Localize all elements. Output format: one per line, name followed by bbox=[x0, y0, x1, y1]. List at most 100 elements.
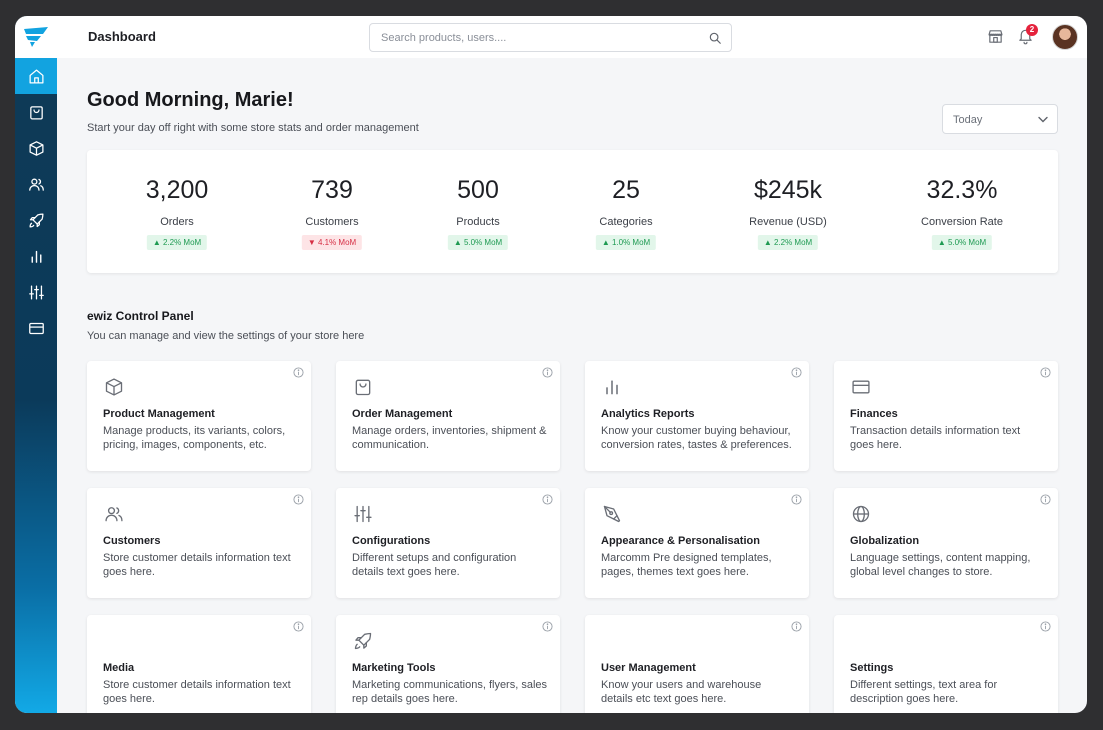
date-range-select[interactable]: Today bbox=[942, 104, 1058, 134]
avatar[interactable] bbox=[1052, 24, 1078, 50]
stat-orders: 3,200 Orders ▲ 2.2% MoM bbox=[96, 150, 258, 273]
card-title: Finances bbox=[850, 408, 898, 420]
trend-down-icon: ▼ bbox=[307, 238, 318, 247]
card-title: Customers bbox=[103, 535, 161, 547]
card-finances[interactable]: Finances Transaction details information… bbox=[834, 361, 1058, 471]
card-description: Language settings, content mapping, glob… bbox=[850, 552, 1031, 578]
stat-label: Orders bbox=[160, 216, 194, 228]
stat-products: 500 Products ▲ 5.0% MoM bbox=[397, 150, 559, 273]
pen-tool-icon bbox=[603, 505, 621, 523]
card-description: Manage products, its variants, colors, p… bbox=[103, 425, 286, 451]
info-icon[interactable] bbox=[791, 494, 802, 505]
stat-value: 739 bbox=[311, 176, 353, 204]
store-icon[interactable] bbox=[987, 28, 1004, 45]
globe-icon bbox=[852, 505, 870, 523]
card-globalization[interactable]: Globalization Language settings, content… bbox=[834, 488, 1058, 598]
top-bar: Dashboard 2 bbox=[57, 16, 1087, 58]
control-panel-subtitle: You can manage and view the settings of … bbox=[87, 330, 365, 342]
sidebar bbox=[15, 16, 57, 713]
info-icon[interactable] bbox=[542, 367, 553, 378]
stat-categories: 25 Categories ▲ 1.0% MoM bbox=[545, 150, 707, 273]
logo[interactable] bbox=[15, 16, 57, 58]
search-box[interactable] bbox=[369, 23, 732, 52]
info-icon[interactable] bbox=[542, 494, 553, 505]
card-configurations[interactable]: Configurations Different setups and conf… bbox=[336, 488, 560, 598]
trend-up-icon: ▲ bbox=[601, 238, 612, 247]
trend-up-icon: ▲ bbox=[937, 238, 948, 247]
stats-panel: 3,200 Orders ▲ 2.2% MoM 739 Customers ▼ … bbox=[87, 150, 1058, 273]
stat-value: 32.3% bbox=[926, 176, 998, 204]
stat-value: 500 bbox=[457, 176, 499, 204]
card-user-management[interactable]: User Management Know your users and ware… bbox=[585, 615, 809, 713]
card-media[interactable]: Media Store customer details information… bbox=[87, 615, 311, 713]
main-content: Good Morning, Marie! Start your day off … bbox=[57, 58, 1087, 713]
card-description: Store customer details information text … bbox=[103, 552, 291, 578]
sidebar-item-configurations[interactable] bbox=[15, 274, 57, 310]
stat-delta-text: 5.0% MoM bbox=[463, 238, 503, 247]
shopping-bag-icon bbox=[29, 105, 43, 120]
box-icon bbox=[28, 140, 44, 156]
stat-delta-text: 4.1% MoM bbox=[317, 238, 357, 247]
card-appearance-personalisation[interactable]: Appearance & Personalisation Marcomm Pre… bbox=[585, 488, 809, 598]
sidebar-item-home[interactable] bbox=[15, 58, 57, 94]
sidebar-item-analytics[interactable] bbox=[15, 238, 57, 274]
page-title: Dashboard bbox=[88, 29, 156, 44]
stat-delta-badge: ▲ 5.0% MoM bbox=[447, 235, 509, 250]
rocket-icon bbox=[28, 212, 44, 228]
info-icon[interactable] bbox=[293, 621, 304, 632]
stat-conversion-rate: 32.3% Conversion Rate ▲ 5.0% MoM bbox=[881, 150, 1043, 273]
card-description: Different settings, text area for descri… bbox=[850, 679, 998, 705]
bar-chart-icon bbox=[606, 380, 618, 395]
search-icon[interactable] bbox=[708, 31, 722, 45]
card-marketing-tools[interactable]: Marketing Tools Marketing communications… bbox=[336, 615, 560, 713]
info-icon[interactable] bbox=[542, 621, 553, 632]
card-description: Store customer details information text … bbox=[103, 679, 291, 705]
sidebar-item-customers[interactable] bbox=[15, 166, 57, 202]
home-icon bbox=[28, 68, 44, 84]
greeting-subtitle: Start your day off right with some store… bbox=[87, 122, 419, 134]
card-title: Settings bbox=[850, 662, 894, 674]
info-icon[interactable] bbox=[791, 621, 802, 632]
card-product-management[interactable]: Product Management Manage products, its … bbox=[87, 361, 311, 471]
card-analytics-reports[interactable]: Analytics Reports Know your customer buy… bbox=[585, 361, 809, 471]
info-icon[interactable] bbox=[1040, 621, 1051, 632]
trend-up-icon: ▲ bbox=[763, 238, 774, 247]
trend-up-icon: ▲ bbox=[152, 238, 163, 247]
card-title: Media bbox=[103, 662, 135, 674]
card-title: Order Management bbox=[352, 408, 453, 420]
card-customers[interactable]: Customers Store customer details informa… bbox=[87, 488, 311, 598]
info-icon[interactable] bbox=[293, 494, 304, 505]
info-icon[interactable] bbox=[293, 367, 304, 378]
stat-label: Customers bbox=[305, 216, 359, 228]
sidebar-item-marketing[interactable] bbox=[15, 202, 57, 238]
card-order-management[interactable]: Order Management Manage orders, inventor… bbox=[336, 361, 560, 471]
sidebar-item-products[interactable] bbox=[15, 130, 57, 166]
info-icon[interactable] bbox=[1040, 494, 1051, 505]
stat-delta-text: 2.2% MoM bbox=[162, 238, 202, 247]
card-description: Different setups and configuration detai… bbox=[352, 552, 517, 578]
card-settings[interactable]: Settings Different settings, text area f… bbox=[834, 615, 1058, 713]
info-icon[interactable] bbox=[1040, 367, 1051, 378]
stat-label: Conversion Rate bbox=[921, 216, 1003, 228]
stat-label: Products bbox=[456, 216, 500, 228]
stat-label: Revenue (USD) bbox=[749, 216, 827, 228]
sidebar-item-orders[interactable] bbox=[15, 94, 57, 130]
card-title: Configurations bbox=[352, 535, 431, 547]
search-input[interactable] bbox=[370, 24, 690, 51]
card-title: Marketing Tools bbox=[352, 662, 436, 674]
users-icon bbox=[28, 178, 44, 191]
stat-customers: 739 Customers ▼ 4.1% MoM bbox=[251, 150, 413, 273]
card-title: Analytics Reports bbox=[601, 408, 695, 420]
trend-up-icon: ▲ bbox=[453, 238, 464, 247]
stat-value: $245k bbox=[753, 176, 823, 204]
info-icon[interactable] bbox=[791, 367, 802, 378]
box-icon bbox=[105, 378, 123, 396]
credit-card-icon bbox=[28, 322, 44, 334]
chevron-down-icon bbox=[1038, 116, 1048, 123]
card-description: Marcomm Pre designed templates, pages, t… bbox=[601, 552, 772, 578]
date-range-value: Today bbox=[953, 114, 983, 126]
greeting-title: Good Morning, Marie! bbox=[87, 89, 294, 111]
sidebar-item-finances[interactable] bbox=[15, 310, 57, 346]
control-panel-title: ewiz Control Panel bbox=[87, 309, 194, 323]
bar-chart-icon bbox=[31, 250, 41, 263]
